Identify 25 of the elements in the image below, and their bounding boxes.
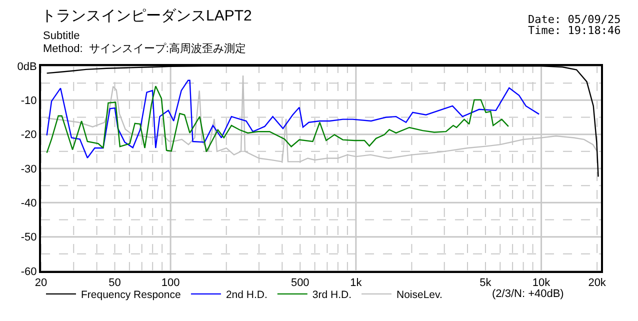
y-tick-label: 0dB [17,60,37,73]
legend-label: 2nd H.D. [226,289,268,302]
chart-subtitle: Subtitle [43,30,80,42]
text: (2/3/N: +40dB) [492,288,564,300]
text: Method: サインスイープ:高周波歪み測定 [43,42,246,55]
x-tick-label: 100 [161,277,180,290]
legend-label: NoiseLev. [396,289,442,302]
x-tick-label: 5k [480,277,492,290]
legend-label: 3rd H.D. [312,289,352,302]
x-tick-label: 20k [588,277,606,290]
y-tick-label: -60 [20,266,37,278]
y-tick-label: -30 [20,163,37,176]
x-tick-label: 20 [34,277,48,290]
x-tick-label: 10k [532,277,551,290]
y-tick-label: -10 [20,95,37,108]
text: Time: 19:18:46 [528,24,621,37]
x-tick-label: 50 [108,277,121,290]
x-tick-label: 1k [350,277,362,290]
legend-label: Frequency Responce [81,289,181,302]
y-tick-label: -40 [20,198,37,210]
x-tick-label: 500 [290,277,310,290]
text: Date: 05/09/25 [528,13,621,26]
chart-title: トランスインピーダンスLAPT2 [41,7,252,24]
y-tick-label: -50 [20,232,37,244]
y-tick-label: -20 [20,129,37,142]
